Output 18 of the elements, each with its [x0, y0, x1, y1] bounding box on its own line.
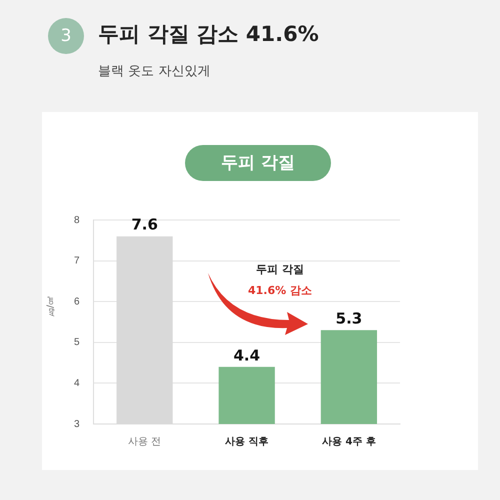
x-tick-label: 사용 4주 후 — [322, 436, 376, 448]
y-tick-label: 6 — [74, 296, 80, 308]
y-tick-label: 4 — [74, 378, 80, 389]
data-label: 5.3 — [336, 310, 362, 328]
chart-title: 두피 각질 감소 41.6% — [98, 21, 319, 48]
y-tick-label: 5 — [74, 337, 80, 348]
annotation: 두피 각질 — [255, 262, 305, 277]
y-tick-label: 7 — [74, 256, 80, 267]
x-tick-label: 사용 직후 — [225, 436, 269, 448]
chart-subtitle: 블랙 옷도 자신있게 — [98, 63, 210, 80]
y-tick-label: 3 — [74, 418, 80, 430]
data-label: 7.6 — [131, 216, 158, 234]
text: 두피 각질 — [185, 145, 331, 181]
y-tick-label: 8 — [74, 214, 80, 226]
data-label: 4.4 — [233, 346, 260, 364]
x-tick-label: 사용 전 — [128, 436, 162, 448]
annotation: 41.6% 감소 — [247, 283, 313, 298]
y-axis-title: ㎍/㎠ — [45, 296, 58, 318]
